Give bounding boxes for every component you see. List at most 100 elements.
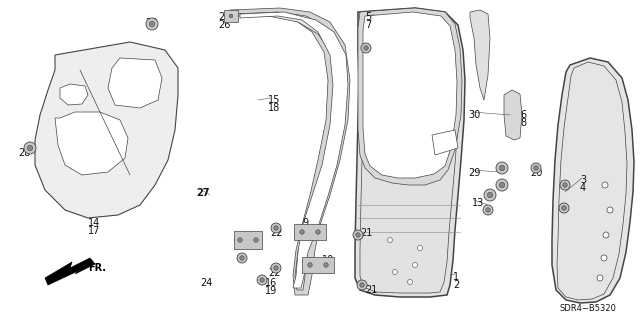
Text: 19: 19 [265,286,277,296]
Text: 3: 3 [580,175,586,185]
Circle shape [308,263,312,267]
Circle shape [251,235,261,245]
Text: 21: 21 [365,285,378,295]
Circle shape [603,232,609,238]
Circle shape [562,206,566,210]
Text: 28: 28 [18,148,30,158]
Text: SDR4−B5320: SDR4−B5320 [560,304,617,313]
Polygon shape [55,112,128,175]
Circle shape [486,208,490,212]
Circle shape [563,183,567,187]
Text: 10: 10 [322,255,334,265]
Circle shape [534,166,538,170]
Text: 22: 22 [270,228,282,238]
Circle shape [499,182,505,188]
Text: 11: 11 [305,228,317,238]
Text: 18: 18 [268,103,280,113]
Polygon shape [224,10,238,22]
Circle shape [417,246,422,250]
Circle shape [392,270,397,275]
Text: 2: 2 [453,280,460,290]
Text: 22: 22 [268,268,280,278]
Circle shape [300,230,304,234]
Circle shape [531,163,541,173]
Circle shape [499,165,505,171]
Text: 6: 6 [520,110,526,120]
Circle shape [235,235,245,245]
Polygon shape [230,8,350,295]
Text: 8: 8 [520,118,526,128]
Circle shape [237,238,243,242]
Text: 14: 14 [88,218,100,228]
Text: 29: 29 [468,168,481,178]
Circle shape [313,227,323,237]
Circle shape [559,203,569,213]
Text: 5: 5 [365,12,371,22]
Polygon shape [358,8,462,185]
Text: 26: 26 [218,20,230,30]
Circle shape [413,263,417,268]
Text: 25: 25 [218,12,230,22]
Circle shape [28,145,33,151]
Circle shape [229,14,233,18]
Circle shape [149,21,155,27]
Text: 30: 30 [468,110,480,120]
Text: 15: 15 [268,95,280,105]
Circle shape [353,230,363,240]
Circle shape [24,142,36,154]
Circle shape [324,263,328,267]
Circle shape [227,12,235,20]
Circle shape [240,256,244,260]
Circle shape [601,255,607,261]
Text: 24: 24 [200,278,212,288]
Polygon shape [45,258,95,285]
Text: 4: 4 [580,183,586,193]
Circle shape [496,162,508,174]
Text: 28: 28 [145,18,157,28]
Text: 1: 1 [453,272,459,282]
Circle shape [597,275,603,281]
Polygon shape [108,58,162,108]
Circle shape [237,253,247,263]
Circle shape [305,260,315,270]
Circle shape [408,279,413,285]
Circle shape [297,227,307,237]
Circle shape [321,260,331,270]
Polygon shape [294,224,326,240]
Circle shape [484,189,496,201]
Circle shape [483,205,493,215]
Circle shape [487,192,493,198]
Text: 7: 7 [365,20,371,30]
Text: 16: 16 [265,278,277,288]
Polygon shape [35,42,178,218]
Text: 17: 17 [88,226,100,236]
Circle shape [560,180,570,190]
Polygon shape [504,90,522,140]
Polygon shape [552,58,634,303]
Polygon shape [240,12,348,288]
Text: 9: 9 [302,218,308,228]
Circle shape [271,263,281,273]
Circle shape [361,43,371,53]
Circle shape [496,179,508,191]
Circle shape [274,226,278,230]
Circle shape [360,283,364,287]
Circle shape [387,238,392,242]
Circle shape [260,278,264,282]
Circle shape [271,223,281,233]
Circle shape [253,238,259,242]
Circle shape [316,230,320,234]
Circle shape [274,266,278,270]
Polygon shape [355,8,465,297]
Circle shape [607,207,613,213]
Text: 20: 20 [530,168,542,178]
Circle shape [357,280,367,290]
Text: 13: 13 [472,198,484,208]
Circle shape [146,18,158,30]
Polygon shape [302,257,334,273]
Polygon shape [234,231,262,249]
Polygon shape [470,10,490,100]
Circle shape [356,233,360,237]
Text: 21: 21 [360,228,372,238]
Text: FR.: FR. [88,263,106,273]
